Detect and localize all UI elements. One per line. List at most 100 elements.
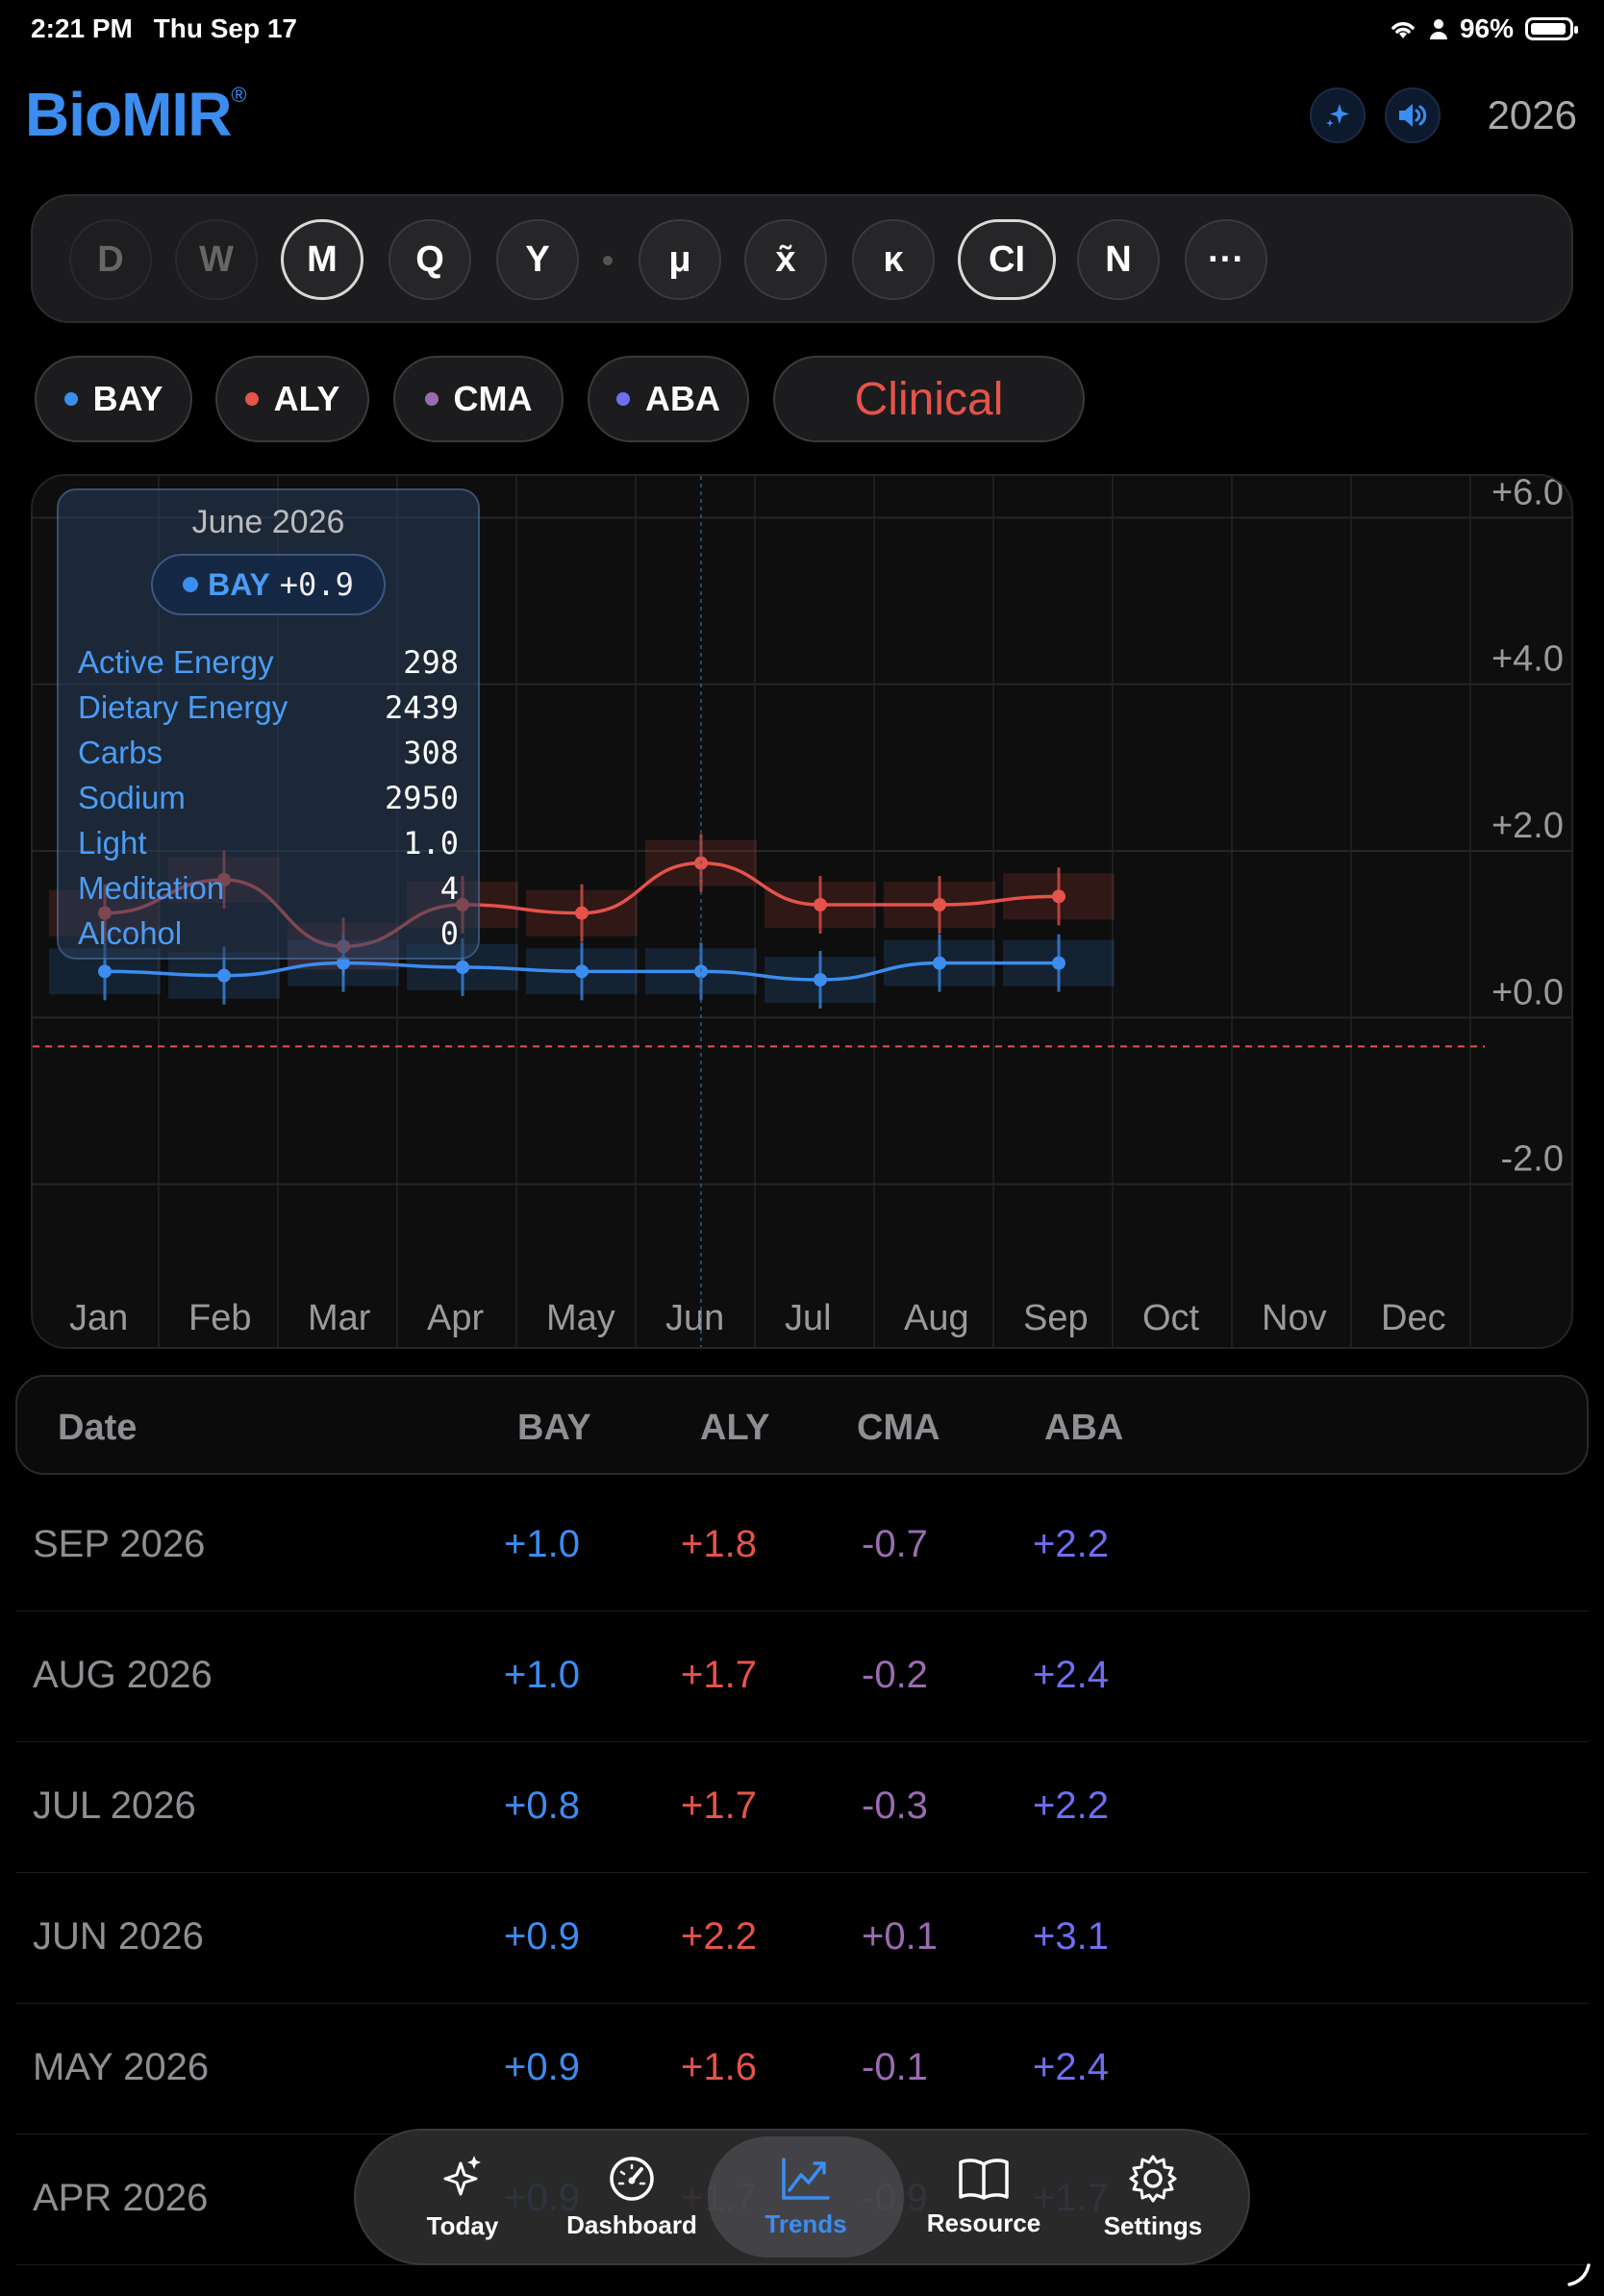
tooltip-value: +0.9 xyxy=(279,566,354,603)
ai-sparkle-button[interactable] xyxy=(1310,87,1366,143)
tab-label: Resource xyxy=(926,2208,1041,2237)
table-row[interactable]: JUN 2026 +0.9 +2.2 +0.1 +3.1 xyxy=(0,1873,1604,2004)
row-value-cma: -0.7 xyxy=(862,1523,928,1565)
tooltip-metric-value: 2439 xyxy=(384,689,459,726)
period-year[interactable]: Y xyxy=(496,219,579,300)
y-tick-label: -2.0 xyxy=(1501,1139,1564,1180)
series-chip-label: ALY xyxy=(273,379,340,418)
chart-icon xyxy=(782,2157,830,2200)
tooltip-metric-value: 308 xyxy=(403,735,459,771)
tab-resource[interactable]: Resource xyxy=(898,2131,1069,2263)
tab-label: Settings xyxy=(1103,2210,1203,2240)
more-button[interactable]: ··· xyxy=(1185,219,1267,300)
status-indicators: 96% xyxy=(1389,13,1578,44)
row-value-bay: +0.8 xyxy=(504,1784,580,1827)
row-date: JUN 2026 xyxy=(33,1915,204,1958)
data-point-bay[interactable] xyxy=(933,956,946,970)
tab-dashboard[interactable]: Dashboard xyxy=(546,2131,717,2263)
battery-percent: 96% xyxy=(1459,13,1514,43)
col-bay: BAY xyxy=(517,1408,591,1448)
data-point-aly[interactable] xyxy=(933,898,946,911)
sound-button[interactable] xyxy=(1385,87,1441,143)
period-week[interactable]: W xyxy=(175,219,258,300)
x-tick-label: Jun xyxy=(665,1298,724,1338)
data-point-bay[interactable] xyxy=(217,968,231,983)
series-chip-aba[interactable]: ABA xyxy=(588,356,749,442)
series-chip-label: ABA xyxy=(645,379,720,418)
stat-ci[interactable]: CI xyxy=(958,219,1056,300)
app-logo: BioMIR® xyxy=(25,79,247,150)
data-point-bay[interactable] xyxy=(814,973,827,986)
tooltip-metric-label: Carbs xyxy=(78,735,163,770)
table-row[interactable]: SEP 2026 +1.0 +1.8 -0.7 +2.2 xyxy=(0,1481,1604,1611)
series-chip-aly[interactable]: ALY xyxy=(215,356,369,442)
data-point-aly[interactable] xyxy=(814,898,827,911)
status-time: 2:21 PM Thu Sep 17 xyxy=(31,13,297,44)
tooltip-metric-value: 2950 xyxy=(384,780,459,816)
data-point-bay[interactable] xyxy=(337,956,350,970)
tooltip-title: June 2026 xyxy=(191,504,345,540)
x-tick-label: Dec xyxy=(1381,1298,1446,1338)
stat-n[interactable]: N xyxy=(1077,219,1160,300)
stat-median[interactable]: x̃ xyxy=(744,219,827,300)
period-separator xyxy=(603,256,613,265)
row-value-cma: +0.1 xyxy=(862,1915,938,1958)
tooltip-row: Sodium 2950 xyxy=(78,780,459,816)
row-date: JUL 2026 xyxy=(33,1784,196,1827)
stat-mean[interactable]: μ xyxy=(639,219,721,300)
table-row[interactable]: AUG 2026 +1.0 +1.7 -0.2 +2.4 xyxy=(0,1611,1604,1742)
series-chip-cma[interactable]: CMA xyxy=(393,356,564,442)
data-point-bay[interactable] xyxy=(456,961,469,974)
tooltip-metric-label: Dietary Energy xyxy=(78,689,288,725)
stat-kappa[interactable]: κ xyxy=(852,219,935,300)
tooltip-row: Alcohol 0 xyxy=(78,915,459,952)
period-quarter[interactable]: Q xyxy=(388,219,471,300)
tooltip-metric-label: Meditation xyxy=(78,870,225,906)
data-point-aly[interactable] xyxy=(1052,889,1065,904)
series-dot xyxy=(183,577,199,592)
y-tick-label: +2.0 xyxy=(1491,806,1564,846)
x-tick-label: Apr xyxy=(427,1298,484,1338)
y-tick-label: +4.0 xyxy=(1491,639,1564,680)
series-dot xyxy=(616,392,630,406)
series-chip-label: BAY xyxy=(92,379,163,418)
speaker-icon xyxy=(1399,104,1427,127)
table-row[interactable]: JUL 2026 +0.8 +1.7 -0.3 +2.2 xyxy=(0,1742,1604,1873)
tab-label: Today xyxy=(426,2210,499,2240)
period-month[interactable]: M xyxy=(281,219,363,300)
tooltip-row: Dietary Energy 2439 xyxy=(78,689,459,726)
status-clock: 2:21 PM xyxy=(31,13,133,43)
tooltip-metric-label: Light xyxy=(78,825,147,861)
tab-today[interactable]: Today xyxy=(377,2131,548,2263)
clinical-button[interactable]: Clinical xyxy=(773,356,1085,442)
data-point-aly[interactable] xyxy=(575,906,589,920)
row-value-aly: +2.2 xyxy=(681,1915,757,1958)
data-point-bay[interactable] xyxy=(1052,956,1065,970)
status-date: Thu Sep 17 xyxy=(153,13,297,43)
row-value-aly: +1.6 xyxy=(681,2046,757,2088)
battery-icon xyxy=(1525,17,1578,40)
tab-settings[interactable]: Settings xyxy=(1067,2131,1239,2263)
tooltip-metric-label: Alcohol xyxy=(78,915,183,951)
tab-trends[interactable]: Trends xyxy=(708,2136,904,2258)
tooltip-metric-value: 0 xyxy=(439,915,459,952)
row-value-aly: +1.8 xyxy=(681,1523,757,1565)
tooltip-metric-value: 1.0 xyxy=(403,825,459,861)
period-day[interactable]: D xyxy=(69,219,152,300)
tab-label: Dashboard xyxy=(566,2209,697,2239)
col-date: Date xyxy=(58,1408,138,1448)
row-value-bay: +0.9 xyxy=(504,2046,580,2088)
tooltip-row: Active Energy 298 xyxy=(78,644,459,681)
data-point-bay[interactable] xyxy=(575,964,589,979)
year-label: 2026 xyxy=(1487,92,1577,137)
row-value-aba: +2.4 xyxy=(1033,1654,1109,1696)
row-value-cma: -0.1 xyxy=(862,2046,928,2088)
row-value-aba: +2.2 xyxy=(1033,1523,1109,1565)
table-row[interactable]: MAY 2026 +0.9 +1.6 -0.1 +2.4 xyxy=(0,2004,1604,2134)
series-chip-label: CMA xyxy=(453,379,533,418)
series-chip-bay[interactable]: BAY xyxy=(35,356,192,442)
sparkle-icon xyxy=(1326,104,1349,127)
row-date: APR 2026 xyxy=(33,2177,209,2219)
logo-text: BioMIR xyxy=(25,80,232,149)
data-point-bay[interactable] xyxy=(98,964,112,979)
